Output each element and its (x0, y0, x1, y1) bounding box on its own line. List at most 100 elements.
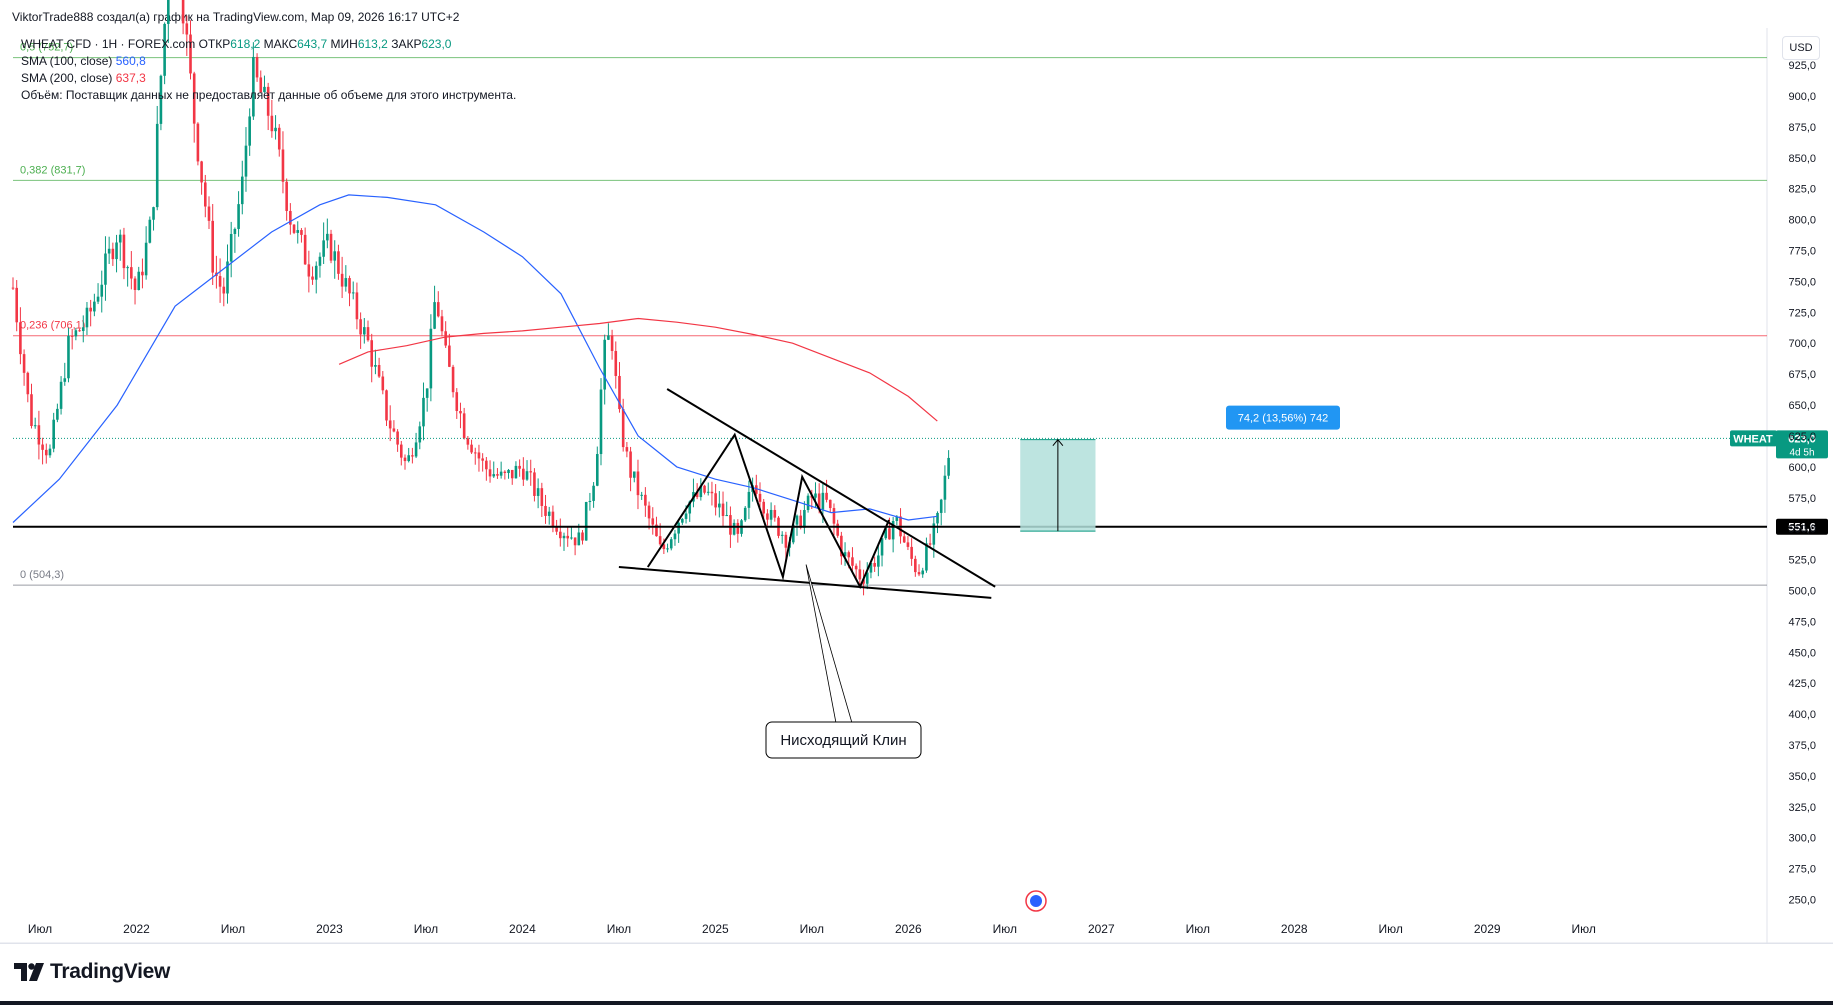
tradingview-logo[interactable]: TradingView (14, 960, 170, 984)
candle (137, 266, 141, 291)
candle (107, 236, 111, 264)
fib-level-label: 0,5 (752,7) (20, 42, 73, 54)
legend-open-label: ОТКР (198, 37, 231, 51)
candle-body (577, 532, 581, 546)
candle (573, 537, 577, 556)
price-chart[interactable]: 0,5 (752,7) 0,382 (831,7) 0,236 (706,1) 0 (… (0, 0, 1833, 943)
candle (584, 501, 588, 541)
candle-body (436, 302, 440, 317)
y-tick-label: 275,0 (1788, 864, 1816, 876)
candle-body (226, 261, 229, 294)
candle (928, 533, 932, 549)
wedge-callout-label: Нисходящий Клин (780, 732, 906, 749)
candle-body (888, 528, 891, 540)
candle (237, 191, 240, 237)
legend-sma100-row[interactable]: SMA (100, close) 560,8 (21, 53, 516, 70)
x-tick-label: Июл (800, 922, 824, 936)
candle-body (651, 518, 655, 525)
candle (63, 362, 67, 386)
candle-body (832, 508, 836, 524)
legend-sma200-row[interactable]: SMA (200, close) 637,3 (21, 70, 516, 87)
y-tick-label: 750,0 (1788, 276, 1816, 288)
candle-body (570, 537, 573, 539)
candle-body (196, 123, 200, 162)
candle-body (289, 210, 292, 225)
y-tick-label: 325,0 (1788, 802, 1816, 814)
candle-body (902, 536, 906, 543)
candle (459, 402, 462, 429)
candle (939, 498, 943, 526)
legend-sma100-value: 560,8 (115, 54, 146, 68)
y-tick-label: 600,0 (1788, 462, 1816, 474)
candle (326, 218, 329, 249)
candle (570, 526, 573, 540)
candle-body (847, 552, 851, 558)
candle (843, 542, 847, 566)
x-tick-label: Июл (1379, 922, 1403, 936)
candle-body (806, 495, 810, 511)
candle (189, 20, 192, 80)
y-tick-label: 350,0 (1788, 771, 1816, 783)
wedge-callout-box (765, 721, 922, 759)
candle-body (163, 23, 166, 76)
wedge-lower-line (618, 566, 992, 599)
candle-body (910, 546, 913, 559)
legend-close-label: ЗАКР (391, 37, 422, 51)
candle (351, 281, 355, 300)
candle-body (118, 234, 122, 243)
candle (514, 461, 518, 479)
candle-body (148, 219, 152, 243)
candle-body (851, 557, 854, 566)
candle (485, 456, 488, 481)
candle (318, 252, 322, 278)
legend-high-label: МАКС (263, 37, 298, 51)
candle-body (795, 515, 799, 525)
legend-symbol[interactable]: WHEAT CFD · 1Н · FOREX.com (21, 37, 196, 51)
candle (755, 474, 758, 497)
candle (366, 320, 370, 342)
legend-high-value: 643,7 (297, 37, 328, 51)
y-tick-label: 875,0 (1788, 122, 1816, 134)
candle (632, 471, 636, 483)
candle (932, 517, 936, 558)
candle-body (211, 220, 214, 273)
candle-body (130, 267, 133, 279)
drawings: 551,6 WHEAT 623,0 4d 5h Нисходящий Клин 74,2 … (13, 388, 1828, 912)
candle (244, 127, 248, 192)
candle-body (167, 0, 170, 24)
candle (33, 417, 37, 429)
candle (499, 461, 503, 479)
candle (115, 234, 118, 273)
candle (607, 323, 610, 341)
candle (285, 178, 288, 221)
candle (314, 261, 318, 294)
candle (359, 312, 362, 349)
candle (22, 349, 26, 386)
candle (773, 505, 777, 522)
candle-body (629, 451, 632, 478)
candle-body (433, 302, 436, 329)
candle (433, 285, 436, 330)
candle-body (518, 465, 521, 469)
candle-body (747, 491, 751, 508)
candle-body (928, 543, 932, 545)
candle-body (762, 501, 766, 514)
candle (418, 421, 422, 450)
candle (510, 469, 514, 485)
currency-button[interactable]: USD (1782, 36, 1820, 60)
candle-body (562, 535, 566, 539)
candle-body (470, 444, 473, 453)
economic-event-icon-inner (1030, 895, 1042, 907)
x-tick-label: 2023 (316, 922, 343, 936)
candle-body (370, 340, 374, 367)
candle-body (718, 503, 721, 508)
candle (448, 333, 451, 368)
y-tick-label: 725,0 (1788, 307, 1816, 319)
candle-body (455, 392, 459, 411)
candle (130, 251, 133, 290)
axes: 925,0 900,0 875,0 850,0 825,0 800,0 775,0 750,0… (28, 60, 1816, 936)
candle-body (63, 378, 67, 382)
y-tick-label: 825,0 (1788, 184, 1816, 196)
candle (26, 371, 30, 403)
candle-body (185, 23, 189, 35)
